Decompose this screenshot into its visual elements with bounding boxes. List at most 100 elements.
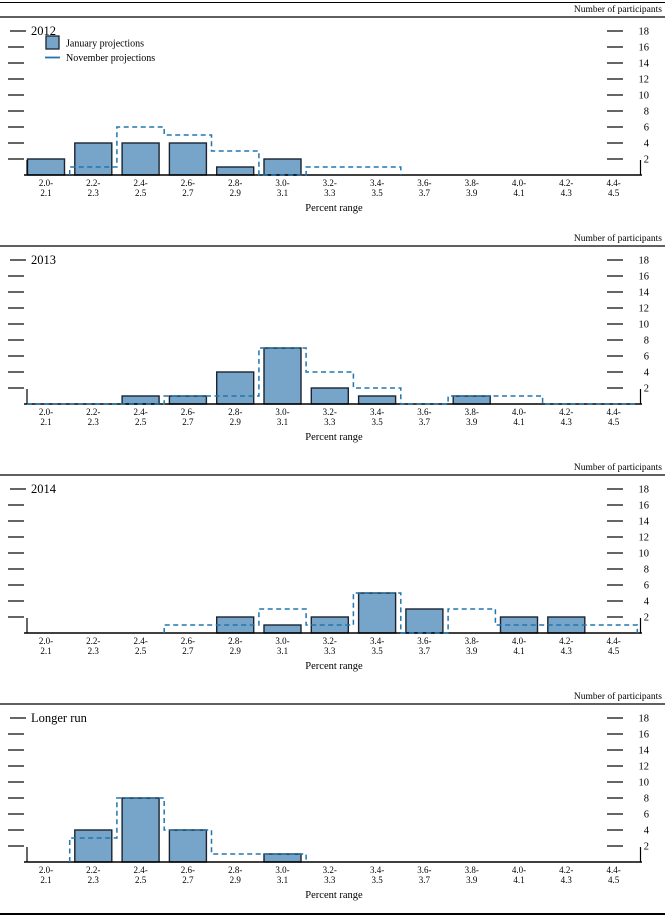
- x-tick-label-low: 3.1: [277, 188, 288, 198]
- x-tick-label-high: 2.0-: [39, 178, 53, 188]
- y-tick-label: 16: [639, 43, 650, 54]
- x-tick-label-high: 3.2-: [323, 865, 337, 875]
- x-tick-label-low: 4.1: [513, 417, 524, 427]
- x-tick-label-high: 2.2-: [86, 178, 100, 188]
- x-tick-label-high: 2.6-: [181, 636, 195, 646]
- y-tick-label: 2: [644, 842, 649, 853]
- january-bar: [263, 853, 302, 863]
- y-tick-label: 6: [644, 581, 649, 592]
- january-bar: [168, 829, 208, 863]
- y-axis-unit-label: Number of participants: [574, 233, 662, 244]
- x-tick-label-low: 3.9: [466, 646, 478, 656]
- x-tick-label-high: 3.2-: [323, 636, 337, 646]
- x-tick-label-high: 2.4-: [133, 178, 147, 188]
- y-tick-label: 16: [639, 501, 650, 512]
- x-tick-label-high: 2.6-: [181, 407, 195, 417]
- y-axis-unit-label: Number of participants: [574, 691, 662, 702]
- x-tick-label-high: 2.8-: [228, 865, 242, 875]
- x-tick-label-low: 3.7: [419, 646, 431, 656]
- y-tick-label: 12: [639, 304, 650, 315]
- november-step-line: [27, 347, 638, 405]
- panel-title: 2012: [31, 24, 56, 38]
- x-tick-label-low: 4.1: [513, 188, 524, 198]
- x-axis-label: Percent range: [305, 890, 363, 901]
- x-tick-label-low: 3.5: [371, 875, 383, 885]
- x-tick-label-low: 4.5: [608, 646, 620, 656]
- x-tick-label-low: 2.5: [135, 875, 147, 885]
- y-tick-label: 2: [644, 155, 649, 166]
- november-step-line: [68, 797, 307, 862]
- x-tick-label-high: 4.2-: [559, 407, 573, 417]
- x-tick-label-high: 3.8-: [465, 865, 479, 875]
- legend-january-swatch: [45, 35, 60, 50]
- legend-november-label: November projections: [66, 53, 155, 64]
- y-tick-label: 10: [639, 549, 650, 560]
- x-tick-label-low: 3.3: [324, 188, 336, 198]
- january-bar: [263, 347, 302, 405]
- november-step-line: [163, 592, 639, 634]
- y-tick-label: 6: [644, 123, 649, 134]
- y-tick-label: 4: [644, 597, 650, 608]
- x-tick-label-high: 4.2-: [559, 178, 573, 188]
- x-tick-label-low: 2.5: [135, 188, 147, 198]
- x-tick-label-low: 2.9: [230, 875, 242, 885]
- january-bar: [405, 608, 444, 634]
- x-tick-label-low: 2.7: [182, 646, 194, 656]
- y-tick-label: 6: [644, 352, 649, 363]
- x-tick-label-high: 3.0-: [275, 865, 289, 875]
- january-bar: [357, 592, 397, 634]
- x-tick-label-high: 3.4-: [370, 865, 384, 875]
- x-tick-label-high: 3.2-: [323, 407, 337, 417]
- y-tick-label: 4: [644, 368, 650, 379]
- x-tick-label-low: 3.1: [277, 417, 288, 427]
- january-bar: [310, 387, 349, 405]
- y-axis-unit-label: Number of participants: [574, 462, 662, 473]
- january-bar: [26, 158, 66, 176]
- x-tick-label-low: 3.5: [371, 417, 383, 427]
- x-axis-label: Percent range: [305, 661, 363, 672]
- x-tick-label-high: 3.4-: [370, 178, 384, 188]
- y-tick-label: 18: [639, 485, 650, 496]
- x-tick-label-high: 4.2-: [559, 865, 573, 875]
- x-tick-label-high: 4.0-: [512, 636, 526, 646]
- x-tick-label-high: 2.4-: [133, 865, 147, 875]
- x-tick-label-high: 2.8-: [228, 636, 242, 646]
- x-tick-label-low: 2.9: [230, 188, 242, 198]
- january-bar: [168, 395, 208, 405]
- y-tick-label: 14: [639, 59, 650, 70]
- y-axis-unit-label: Number of participants: [574, 4, 662, 15]
- panel-2014: Number of participants 2 4 6 8 10 12 14 16 18 2014…: [0, 462, 665, 672]
- x-tick-label-high: 3.2-: [323, 178, 337, 188]
- x-tick-label-low: 2.3: [88, 417, 100, 427]
- x-tick-label-low: 3.9: [466, 875, 478, 885]
- x-tick-label-low: 3.3: [324, 875, 336, 885]
- y-tick-label: 10: [639, 320, 650, 331]
- x-tick-label-high: 2.0-: [39, 407, 53, 417]
- x-tick-label-high: 4.4-: [606, 178, 620, 188]
- y-tick-label: 14: [639, 517, 650, 528]
- y-tick-label: 4: [644, 139, 650, 150]
- x-tick-label-low: 3.1: [277, 646, 288, 656]
- y-tick-label: 16: [639, 272, 650, 283]
- y-tick-label: 12: [639, 75, 650, 86]
- x-tick-label-high: 2.6-: [181, 178, 195, 188]
- x-tick-label-high: 4.0-: [512, 178, 526, 188]
- x-tick-label-low: 2.7: [182, 417, 194, 427]
- x-tick-label-low: 2.1: [40, 875, 51, 885]
- x-tick-label-low: 4.5: [608, 875, 620, 885]
- x-tick-label-high: 3.8-: [465, 178, 479, 188]
- y-tick-label: 12: [639, 533, 650, 544]
- x-tick-label-low: 2.1: [40, 417, 51, 427]
- january-bar: [263, 624, 302, 634]
- january-bar: [121, 142, 160, 176]
- x-tick-label-high: 4.2-: [559, 636, 573, 646]
- x-tick-label-low: 2.9: [230, 646, 242, 656]
- x-tick-label-low: 4.3: [561, 875, 573, 885]
- x-tick-label-high: 2.8-: [228, 407, 242, 417]
- x-tick-label-high: 4.4-: [606, 407, 620, 417]
- x-tick-label-high: 3.0-: [275, 178, 289, 188]
- y-tick-label: 2: [644, 384, 649, 395]
- x-tick-label-high: 3.6-: [417, 865, 431, 875]
- y-tick-label: 14: [639, 746, 650, 757]
- x-tick-label-high: 2.4-: [133, 407, 147, 417]
